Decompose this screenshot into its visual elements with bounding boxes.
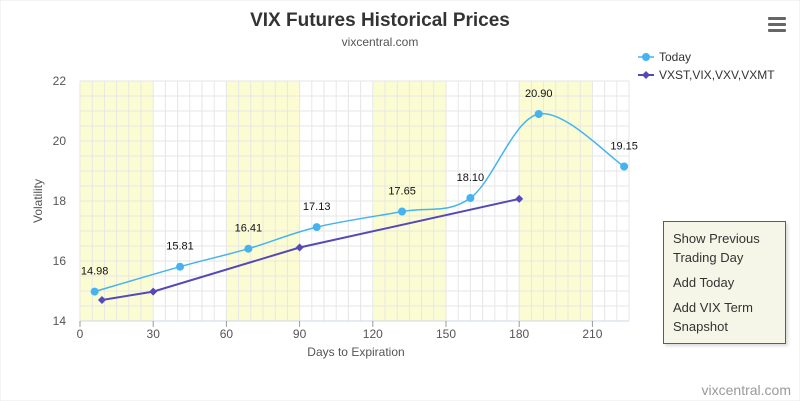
data-label: 17.13 xyxy=(303,201,331,213)
legend-marker-today xyxy=(642,53,650,61)
chart-title: VIX Futures Historical Prices xyxy=(250,10,510,31)
x-tick-label: 150 xyxy=(436,327,456,341)
series-1-point[interactable] xyxy=(149,287,158,296)
y-tick-label: 22 xyxy=(53,74,67,88)
legend-item-term[interactable]: VXST,VIX,VXV,VXMT xyxy=(638,68,775,82)
y-tick-label: 18 xyxy=(53,194,67,208)
legend-marker-term xyxy=(642,71,650,79)
menu-item-add-vix-term-snapshot[interactable]: Add VIX Term Snapshot xyxy=(673,300,753,334)
legend: Today VXST,VIX,VXV,VXMT xyxy=(638,50,775,82)
series-1-point[interactable] xyxy=(515,194,524,203)
series-0-point[interactable] xyxy=(244,244,253,253)
series-0-point[interactable] xyxy=(534,110,543,118)
data-labels: 14.98 15.81 16.41 17.13 17.65 18.10 20.90 19.15 xyxy=(81,88,638,278)
series-0-point[interactable] xyxy=(312,223,321,232)
grid-lines xyxy=(79,80,630,322)
x-axis-label: Days to Expiration xyxy=(307,345,404,359)
data-label: 14.98 xyxy=(81,266,109,278)
x-tick-label: 60 xyxy=(220,327,234,341)
y-tick-label: 16 xyxy=(53,254,67,268)
data-label: 15.81 xyxy=(166,241,194,253)
menu-item-show-previous-trading-day[interactable]: Show Previous Trading Day xyxy=(673,231,760,265)
y-tick-label: 14 xyxy=(53,314,67,328)
axes: 0 30 60 90 120 150 180 210 14 16 18 20 22 xyxy=(53,74,629,341)
data-label: 16.41 xyxy=(235,223,263,235)
context-menu: Show Previous Trading Day Add Today Add … xyxy=(663,221,786,344)
x-tick-label: 0 xyxy=(77,327,84,341)
series-line-1 xyxy=(101,197,520,301)
series-0-point[interactable] xyxy=(466,194,475,202)
series-0-point[interactable] xyxy=(90,287,99,296)
menu-item-add-today[interactable]: Add Today xyxy=(673,275,735,290)
legend-label-term: VXST,VIX,VXV,VXMT xyxy=(659,68,775,82)
y-axis-label: Volatility xyxy=(31,179,45,223)
series-1-point[interactable] xyxy=(295,243,304,252)
x-tick-label: 210 xyxy=(582,327,602,341)
x-tick-label: 180 xyxy=(509,327,529,341)
chart-subtitle: vixcentral.com xyxy=(342,35,419,49)
legend-item-today[interactable]: Today xyxy=(638,50,691,64)
series-layer xyxy=(90,110,629,304)
credits-text[interactable]: vixcentral.com xyxy=(702,382,791,398)
y-tick-label: 20 xyxy=(53,134,67,148)
x-tick-label: 30 xyxy=(147,327,161,341)
series-0-point[interactable] xyxy=(398,207,407,216)
legend-label-today: Today xyxy=(659,50,691,64)
series-0-point[interactable] xyxy=(620,162,629,171)
hamburger-menu-icon[interactable] xyxy=(764,14,790,40)
data-label: 19.15 xyxy=(610,141,638,153)
series-1-point[interactable] xyxy=(97,296,106,304)
series-0-point[interactable] xyxy=(176,262,185,271)
x-tick-label: 120 xyxy=(363,327,383,341)
data-label: 20.90 xyxy=(525,88,553,100)
data-label: 18.10 xyxy=(457,172,485,184)
data-label: 17.65 xyxy=(388,186,416,198)
x-tick-label: 90 xyxy=(293,327,307,341)
